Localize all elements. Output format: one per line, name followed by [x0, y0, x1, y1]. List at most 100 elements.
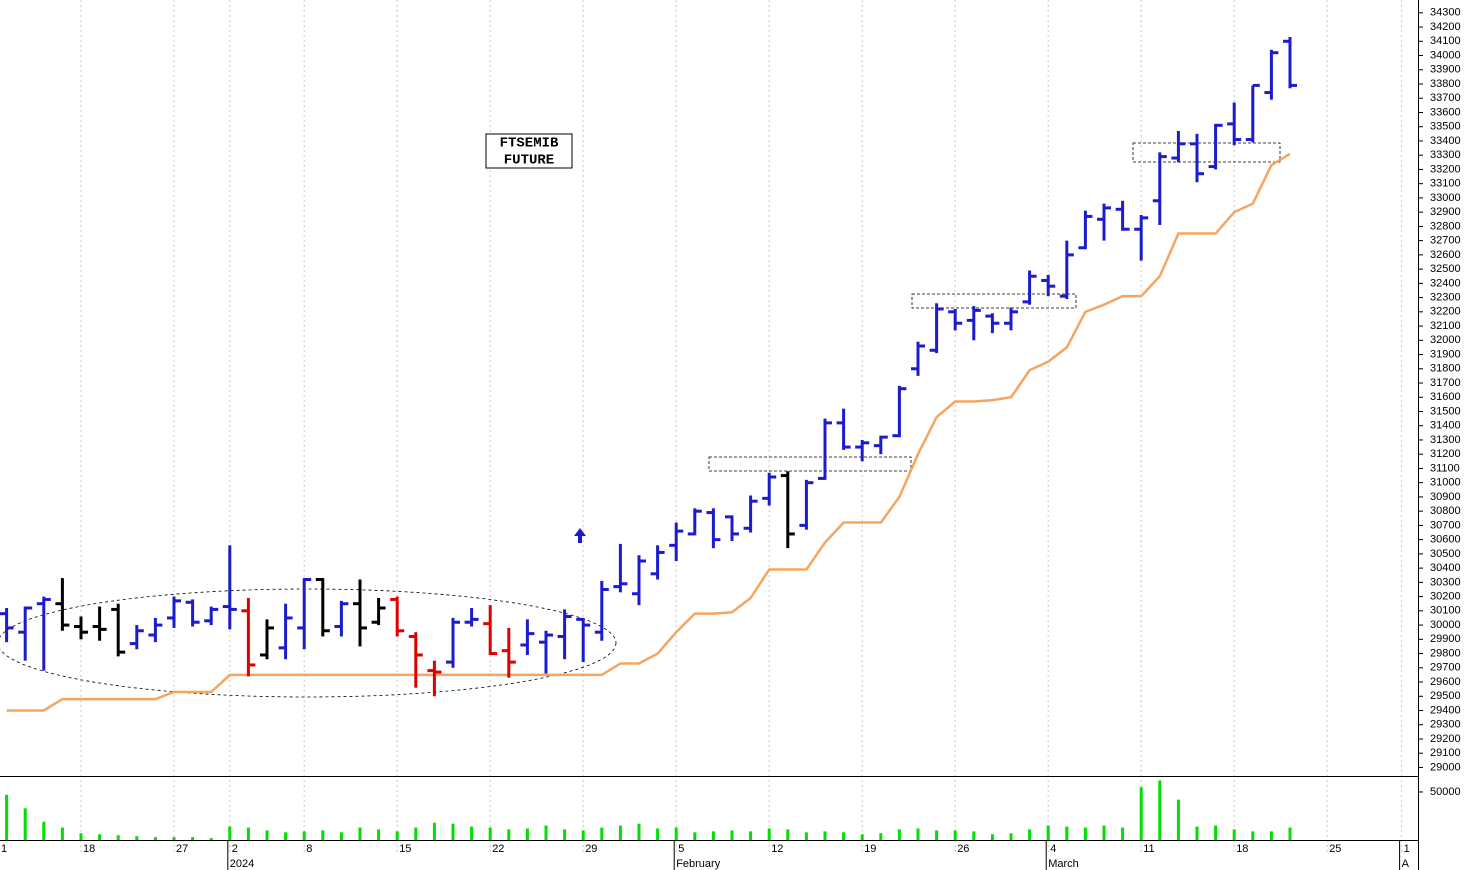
volume-bar — [414, 827, 418, 840]
volume-bar — [1046, 825, 1050, 840]
x-tick-label: 11 — [1143, 843, 1154, 855]
x-tick-label: 26 — [957, 843, 969, 855]
volume-bar — [767, 828, 771, 840]
y-tick-label: 30700 — [1430, 519, 1461, 531]
volume-bar — [1083, 827, 1087, 840]
x-tick-label: 15 — [399, 843, 411, 855]
volume-bar — [284, 832, 288, 840]
y-tick-label: 30400 — [1430, 562, 1461, 574]
pattern-ellipse — [0, 588, 617, 698]
volume-bar — [116, 835, 120, 840]
volume-bar — [544, 825, 548, 840]
y-tick-label: 32000 — [1430, 334, 1461, 346]
x-tick-label: 19 — [864, 843, 876, 855]
y-tick-label: 33900 — [1430, 64, 1461, 76]
volume-bar — [749, 831, 753, 840]
y-tick-label: 34300 — [1430, 7, 1461, 19]
volume-bar — [972, 831, 976, 840]
x-tick-label: 18 — [83, 843, 95, 855]
volume-bar — [5, 794, 9, 840]
y-tick-label: 29600 — [1430, 676, 1461, 688]
volume-bar — [60, 827, 64, 840]
volume-bar — [1102, 825, 1106, 840]
volume-bar — [191, 837, 195, 840]
y-tick-label: 29100 — [1430, 747, 1461, 759]
volume-bar — [1214, 825, 1218, 840]
volume-bar — [842, 832, 846, 840]
y-tick-label: 32900 — [1430, 206, 1461, 218]
volume-bar — [916, 828, 920, 840]
x-tick-label: 4 — [1050, 843, 1056, 855]
volume-bar — [358, 827, 362, 840]
volume-bar — [451, 823, 455, 840]
volume-bar — [265, 830, 269, 840]
volume-bar — [153, 837, 157, 840]
volume-bar — [935, 830, 939, 840]
volume-bar — [470, 826, 474, 840]
volume-bar — [42, 821, 46, 840]
y-tick-label: 50000 — [1430, 786, 1461, 798]
volume-bar — [1288, 827, 1292, 840]
y-tick-label: 31500 — [1430, 405, 1461, 417]
annotation: FUTURE — [504, 153, 554, 169]
volume-bar — [897, 829, 901, 840]
month-label: March — [1048, 858, 1079, 870]
y-tick-label: 31700 — [1430, 377, 1461, 389]
x-tick-label: 25 — [1329, 843, 1341, 855]
y-tick-label: 33400 — [1430, 135, 1461, 147]
x-tick-label: 1 — [1404, 843, 1410, 855]
x-tick-label: 18 — [1236, 843, 1248, 855]
volume-bar — [228, 826, 232, 840]
y-tick-label: 32500 — [1430, 263, 1461, 275]
volume-bar — [656, 828, 660, 840]
volume-bar — [79, 833, 83, 840]
y-tick-label: 31100 — [1430, 462, 1460, 474]
volume-bar — [1232, 829, 1236, 840]
y-tick-label: 31600 — [1430, 391, 1461, 403]
x-tick-label: 1 — [1, 843, 7, 855]
volume-bar — [377, 829, 381, 840]
breakout-box — [708, 456, 912, 472]
y-tick-label: 29300 — [1430, 719, 1461, 731]
y-tick-label: 30100 — [1430, 605, 1461, 617]
volume-bar — [1065, 826, 1069, 840]
y-tick-label: 29900 — [1430, 633, 1461, 645]
annotation-box — [485, 133, 573, 169]
y-tick-label: 31300 — [1430, 434, 1461, 446]
x-tick-label: 5 — [678, 843, 684, 855]
y-tick-label: 30300 — [1430, 576, 1461, 588]
volume-bar — [804, 832, 808, 840]
x-tick-label: 8 — [306, 843, 312, 855]
volume-bar — [1269, 831, 1273, 840]
breakout-box — [911, 293, 1077, 309]
y-tick-label: 32800 — [1430, 220, 1461, 232]
volume-bar — [1028, 829, 1032, 840]
volume-bar — [172, 837, 176, 840]
volume-bar — [786, 829, 790, 840]
x-tick-label: 2 — [232, 843, 238, 855]
y-tick-label: 29000 — [1430, 761, 1461, 773]
y-tick-label: 32600 — [1430, 249, 1461, 261]
y-tick-label: 32700 — [1430, 235, 1461, 247]
volume-bar — [395, 831, 399, 840]
volume-bar — [581, 830, 585, 840]
y-tick-label: 33100 — [1430, 178, 1461, 190]
stop-line — [6, 152, 1291, 712]
volume-bar — [600, 827, 604, 840]
y-tick-label: 30000 — [1430, 619, 1461, 631]
volume-bar — [563, 829, 567, 840]
y-tick-label: 31900 — [1430, 348, 1461, 360]
volume-bar — [823, 831, 827, 840]
signal-arrow — [574, 528, 586, 543]
y-tick-label: 33800 — [1430, 78, 1461, 90]
month-label: 2024 — [230, 858, 254, 870]
volume-bar — [730, 830, 734, 840]
volume-bar — [23, 808, 27, 840]
month-label: February — [676, 858, 721, 870]
y-tick-label: 32300 — [1430, 291, 1461, 303]
volume-bar — [618, 825, 622, 840]
y-tick-label: 34000 — [1430, 49, 1461, 61]
y-tick-label: 33500 — [1430, 121, 1461, 133]
volume-bar — [674, 827, 678, 840]
